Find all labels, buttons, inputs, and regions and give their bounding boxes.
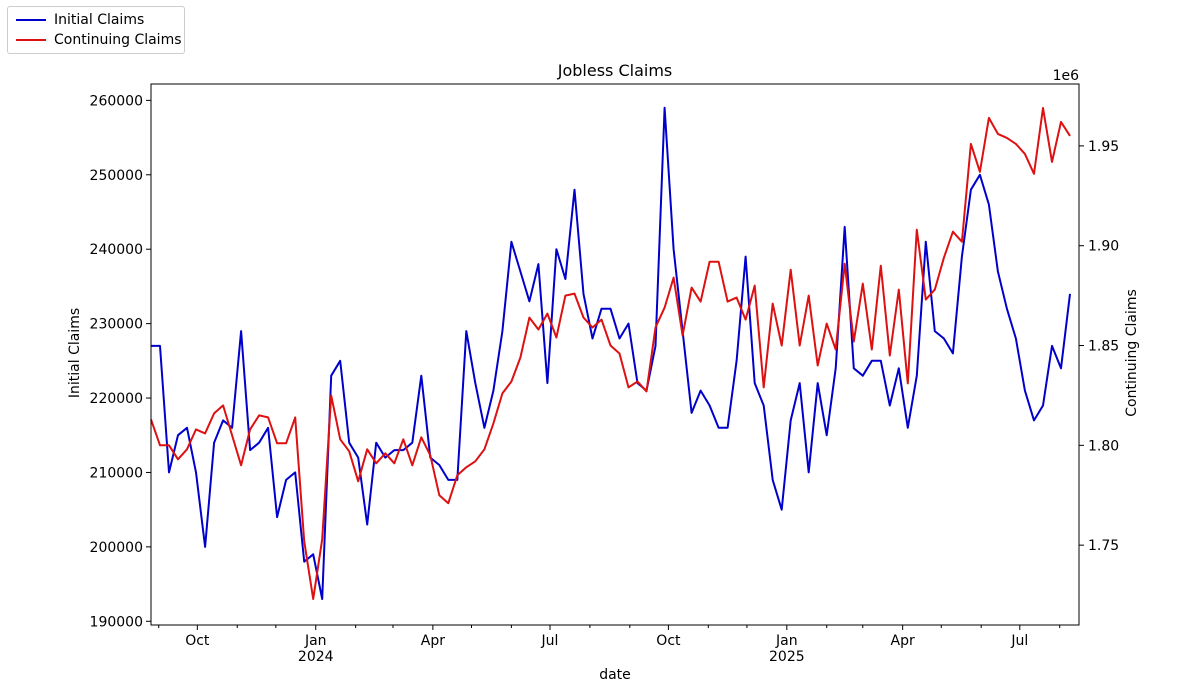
- y-right-tick-label: 1.75: [1088, 538, 1119, 554]
- legend-label-continuing-claims: Continuing Claims: [54, 32, 182, 48]
- legend-item-continuing-claims: Continuing Claims: [16, 30, 182, 50]
- x-tick-year-label: 2025: [769, 649, 805, 665]
- series-lines: [150, 106, 1071, 600]
- x-tick-label: Oct: [656, 633, 681, 649]
- y-right-tick-label: 1.85: [1088, 339, 1119, 355]
- y-left-tick-label: 230000: [90, 317, 143, 333]
- x-tick-label: Apr: [891, 633, 915, 649]
- right-axis-multiplier: 1e6: [1053, 68, 1080, 84]
- legend-swatch-initial-claims: [16, 19, 46, 21]
- plot-frame: [150, 83, 1080, 626]
- x-tick-year-label: 2024: [298, 649, 334, 665]
- y-axis-label-left: Initial Claims: [67, 308, 83, 398]
- y-left-tick-label: 220000: [90, 391, 143, 407]
- y-left-tick-label: 200000: [90, 540, 143, 556]
- legend-swatch-continuing-claims: [16, 39, 46, 41]
- x-tick-label: Jul: [1010, 633, 1028, 649]
- y-left-tick-label: 250000: [90, 168, 143, 184]
- y-left-tick-label: 190000: [90, 614, 143, 630]
- x-tick-label: Jan: [775, 633, 798, 649]
- y-right-tick-label: 1.80: [1088, 438, 1119, 454]
- y-right-tick-label: 1.90: [1088, 239, 1119, 255]
- legend-item-initial-claims: Initial Claims: [16, 10, 144, 30]
- legend: Initial Claims Continuing Claims: [7, 6, 185, 54]
- x-tick-label: Apr: [421, 633, 445, 649]
- continuing-claims-line: [150, 107, 1071, 600]
- x-axis-label: date: [599, 667, 631, 683]
- x-tick-label: Jan: [304, 633, 327, 649]
- y-right-tick-label: 1.95: [1088, 139, 1119, 155]
- y-left-tick-label: 240000: [90, 242, 143, 258]
- y-left-tick-label: 260000: [90, 93, 143, 109]
- y-left-tick-label: 210000: [90, 465, 143, 481]
- initial-claims-line: [151, 106, 1071, 600]
- y-axis-label-right: Continuing Claims: [1124, 289, 1140, 417]
- x-tick-label: Oct: [185, 633, 210, 649]
- x-tick-label: Jul: [541, 633, 559, 649]
- legend-label-initial-claims: Initial Claims: [54, 12, 145, 28]
- axis-ticks: 190000 200000 210000 220000 230000 240000 2500…: [90, 93, 1120, 665]
- chart-title: Jobless Claims: [557, 61, 673, 80]
